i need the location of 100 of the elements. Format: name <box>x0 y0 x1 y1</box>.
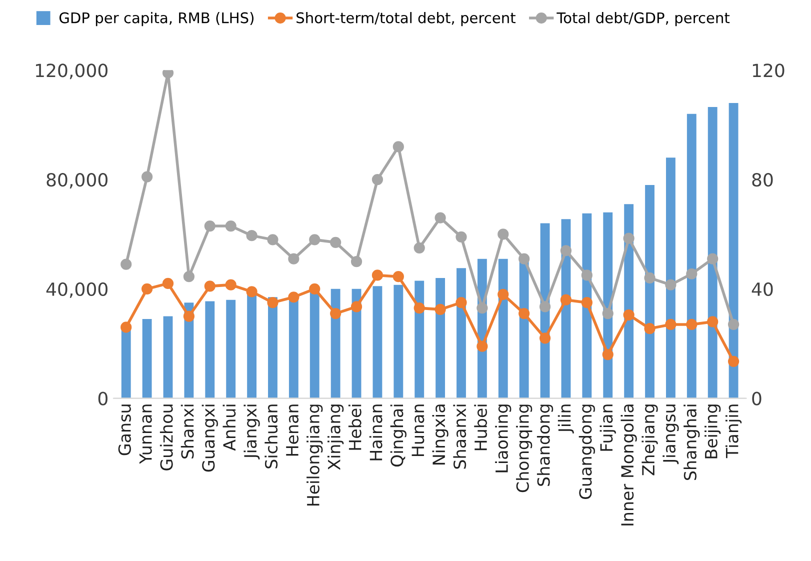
point <box>434 304 446 315</box>
point <box>267 234 278 246</box>
point <box>120 258 132 270</box>
bar <box>708 107 718 398</box>
bar <box>372 286 382 398</box>
bar <box>330 288 340 398</box>
x-tick-label: Guizhou <box>160 404 173 470</box>
point <box>728 318 740 330</box>
x-tick-label: Henan <box>286 404 299 456</box>
y-tick-label: 80,000 <box>46 172 108 188</box>
x-tick-label: Guangdong <box>578 404 595 499</box>
bar <box>456 268 466 398</box>
x-tick-label: Gansu <box>118 404 131 456</box>
legend-label: Short-term/total debt, percent <box>296 12 516 26</box>
x-tick-label: Shandong <box>536 404 554 486</box>
x-tick-label: Jilin <box>558 404 574 434</box>
point <box>539 332 551 344</box>
point <box>476 340 488 352</box>
bar <box>728 102 738 398</box>
point <box>372 270 384 281</box>
y2-tick-label: 120 <box>752 64 784 78</box>
x-tick-label: Liaoning <box>495 404 512 472</box>
point <box>560 245 572 256</box>
point <box>665 318 676 330</box>
bar <box>414 280 424 398</box>
point <box>623 232 634 244</box>
point <box>225 279 236 290</box>
bar <box>394 284 404 398</box>
point <box>539 301 551 312</box>
point <box>330 308 342 320</box>
point <box>456 231 467 243</box>
point <box>392 141 404 152</box>
bar <box>645 184 654 398</box>
x-tick-label: Jiangsu <box>662 404 679 464</box>
x-tick-label: Shaanxi <box>453 404 466 469</box>
x-tick-label: Sichuan <box>264 404 278 468</box>
point <box>707 253 718 264</box>
point <box>350 256 362 268</box>
point <box>350 301 362 312</box>
point <box>267 297 278 308</box>
bar <box>205 301 215 398</box>
point <box>498 288 509 300</box>
point <box>288 292 300 303</box>
x-tick-label: Hunan <box>412 404 424 456</box>
x-tick-label: Hainan <box>369 404 382 460</box>
bar <box>142 319 152 398</box>
y-tick-label: 0 <box>98 392 108 406</box>
x-tick-label: Jiangxi <box>244 404 260 460</box>
point <box>560 294 572 306</box>
point <box>162 278 174 289</box>
y-tick-label: 40,000 <box>46 282 108 298</box>
x-tick-label: Hubei <box>474 404 488 450</box>
point <box>225 220 236 232</box>
x-tick-label: Fujian <box>600 404 616 451</box>
point <box>644 272 656 284</box>
point <box>392 271 404 282</box>
x-tick-label: Shanxi <box>180 404 194 458</box>
bar <box>498 258 508 398</box>
point <box>414 302 425 314</box>
point <box>581 297 592 308</box>
point <box>623 309 634 320</box>
point <box>665 279 676 290</box>
x-tick-label: Inner Mongolia <box>620 404 637 526</box>
x-tick-label: Ningxia <box>432 404 448 464</box>
point <box>602 308 614 320</box>
point <box>414 242 425 254</box>
x-tick-label: Hebei <box>348 404 362 450</box>
point <box>183 271 195 282</box>
point <box>518 253 530 264</box>
point <box>581 270 592 281</box>
y-tick-label: 120,000 <box>36 64 108 80</box>
bar <box>247 294 256 398</box>
point <box>120 322 132 333</box>
x-tick-label: Tianjin <box>725 404 742 458</box>
point <box>456 297 467 308</box>
point <box>204 280 216 292</box>
x-tick-label: Heilongjiang <box>306 404 323 506</box>
point <box>686 268 698 280</box>
bar <box>226 300 236 398</box>
x-tick-label: Qinghai <box>390 404 406 467</box>
point <box>142 283 153 294</box>
point <box>372 174 384 186</box>
point <box>162 70 174 78</box>
x-tick-label: Beijing <box>704 404 721 458</box>
point <box>288 253 300 264</box>
point <box>518 308 530 320</box>
point <box>476 302 488 314</box>
point <box>309 234 320 246</box>
x-tick-label: Yunnan <box>140 404 152 464</box>
y2-tick-label: 40 <box>752 282 773 296</box>
point <box>498 228 509 240</box>
bar <box>666 158 676 398</box>
point <box>728 356 740 367</box>
point <box>330 236 342 248</box>
x-tick-label: Shanghai <box>684 404 700 480</box>
legend-label: GDP per capita, RMB (LHS) <box>59 12 254 26</box>
bar <box>163 316 173 398</box>
point <box>246 286 258 298</box>
x-tick-label: Anhui <box>222 404 236 451</box>
x-tick-label: Zhejiang <box>642 404 658 476</box>
